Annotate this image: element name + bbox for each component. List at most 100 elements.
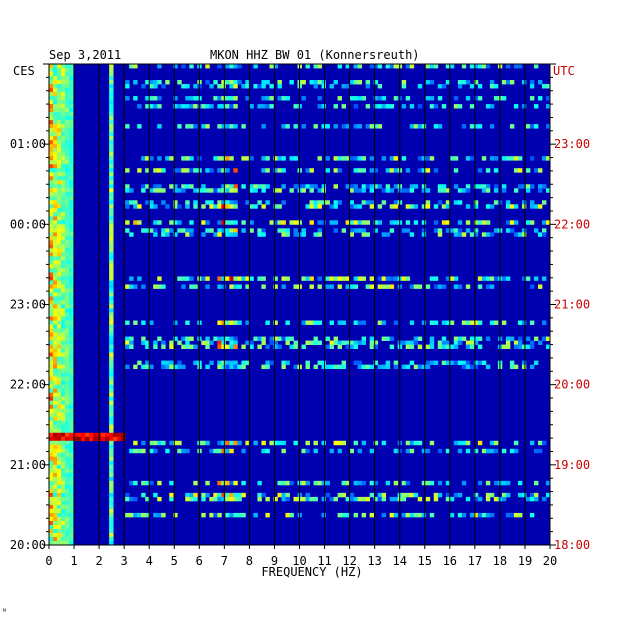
heatmap-cell bbox=[69, 484, 74, 490]
heatmap-cell bbox=[57, 460, 62, 466]
heatmap-cell bbox=[281, 200, 286, 205]
heatmap-cell bbox=[69, 480, 74, 486]
heatmap-cell bbox=[129, 64, 134, 69]
heatmap-cell bbox=[145, 104, 150, 109]
heatmap-cell bbox=[61, 492, 66, 498]
heatmap-cell bbox=[441, 104, 447, 109]
heatmap-cell bbox=[205, 124, 210, 129]
heatmap-cell bbox=[365, 284, 371, 289]
heatmap-cell bbox=[173, 168, 178, 173]
heatmap-cell bbox=[473, 220, 479, 225]
heatmap-cell bbox=[521, 320, 527, 325]
heatmap-cell bbox=[69, 508, 74, 514]
heatmap-cell bbox=[149, 156, 154, 161]
heatmap-cell bbox=[453, 168, 459, 173]
heatmap-cell bbox=[49, 368, 54, 374]
heatmap-cell bbox=[293, 184, 298, 189]
heatmap-cell bbox=[53, 468, 58, 474]
heatmap-cell bbox=[233, 232, 238, 237]
heatmap-cell bbox=[457, 188, 463, 193]
heatmap-cell bbox=[69, 152, 74, 157]
heatmap-cell bbox=[49, 496, 54, 502]
y-tick-label-left: 23:00 bbox=[10, 298, 46, 312]
heatmap-cell bbox=[61, 204, 66, 209]
heatmap-cell bbox=[61, 324, 66, 329]
heatmap-cell bbox=[225, 276, 230, 281]
heatmap-cell bbox=[353, 512, 359, 518]
heatmap-cell bbox=[61, 312, 66, 317]
heatmap-cell bbox=[277, 84, 282, 89]
heatmap-cell bbox=[361, 200, 367, 205]
heatmap-cell bbox=[421, 480, 427, 486]
heatmap-cell bbox=[481, 64, 487, 69]
heatmap-cell bbox=[61, 536, 66, 542]
heatmap-cell bbox=[477, 96, 483, 101]
heatmap-cell bbox=[61, 480, 66, 486]
heatmap-cell bbox=[361, 320, 367, 325]
heatmap-cell bbox=[293, 340, 298, 345]
heatmap-cell bbox=[341, 124, 346, 129]
heatmap-cell bbox=[57, 296, 62, 301]
heatmap-cell bbox=[169, 344, 174, 349]
heatmap-cell bbox=[65, 516, 70, 522]
heatmap-cell bbox=[385, 284, 391, 289]
heatmap-cell bbox=[61, 408, 66, 414]
heatmap-cell bbox=[49, 468, 54, 474]
heatmap-cell bbox=[413, 204, 419, 209]
heatmap-cell bbox=[357, 80, 363, 85]
heatmap-cell bbox=[353, 64, 359, 69]
heatmap-cell bbox=[261, 84, 266, 89]
heatmap-cell bbox=[61, 316, 66, 321]
heatmap-cell bbox=[177, 360, 182, 366]
heatmap-cell bbox=[201, 496, 206, 502]
heatmap-cell bbox=[65, 188, 70, 193]
heatmap-cell bbox=[349, 340, 355, 345]
heatmap-cell bbox=[57, 328, 62, 333]
heatmap-cell bbox=[469, 124, 475, 129]
heatmap-cell bbox=[157, 188, 162, 193]
heatmap-cell bbox=[237, 64, 242, 69]
heatmap-cell bbox=[285, 228, 290, 233]
heatmap-cell bbox=[357, 168, 363, 173]
heatmap-cell bbox=[109, 364, 114, 370]
heatmap-cell bbox=[233, 492, 238, 498]
heatmap-cell bbox=[261, 448, 266, 454]
heatmap-cell bbox=[53, 252, 58, 257]
heatmap-cell bbox=[401, 228, 407, 233]
heatmap-cell bbox=[109, 240, 114, 245]
heatmap-cell bbox=[477, 168, 483, 173]
heatmap-cell bbox=[265, 448, 270, 454]
heatmap-cell bbox=[213, 336, 218, 341]
heatmap-cell bbox=[69, 180, 74, 185]
heatmap-cell bbox=[385, 64, 391, 69]
heatmap-cell bbox=[193, 496, 198, 502]
heatmap-cell bbox=[317, 284, 322, 289]
heatmap-cell bbox=[49, 100, 54, 105]
heatmap-cell bbox=[53, 116, 58, 121]
heatmap-cell bbox=[345, 480, 350, 486]
heatmap-cell bbox=[317, 480, 322, 486]
heatmap-cell bbox=[109, 84, 114, 89]
heatmap-cell bbox=[353, 168, 359, 173]
heatmap-cell bbox=[69, 488, 74, 494]
heatmap-cell bbox=[301, 480, 306, 486]
heatmap-cell bbox=[65, 304, 70, 309]
heatmap-cell bbox=[65, 120, 70, 125]
heatmap-cell bbox=[129, 336, 134, 341]
heatmap-cell bbox=[381, 188, 387, 193]
heatmap-cell bbox=[181, 336, 186, 341]
heatmap-cell bbox=[281, 124, 286, 129]
heatmap-cell bbox=[501, 188, 507, 193]
heatmap-cell bbox=[61, 156, 66, 161]
heatmap-cell bbox=[53, 424, 58, 430]
heatmap-cell bbox=[53, 176, 58, 181]
heatmap-cell bbox=[273, 284, 278, 289]
heatmap-cell bbox=[317, 232, 322, 237]
heatmap-cell bbox=[69, 176, 74, 181]
heatmap-cell bbox=[381, 496, 387, 502]
heatmap-cell bbox=[201, 440, 206, 446]
heatmap-cell bbox=[65, 164, 70, 169]
heatmap-cell bbox=[53, 160, 58, 165]
heatmap-cell bbox=[501, 156, 507, 161]
heatmap-cell bbox=[57, 92, 62, 97]
